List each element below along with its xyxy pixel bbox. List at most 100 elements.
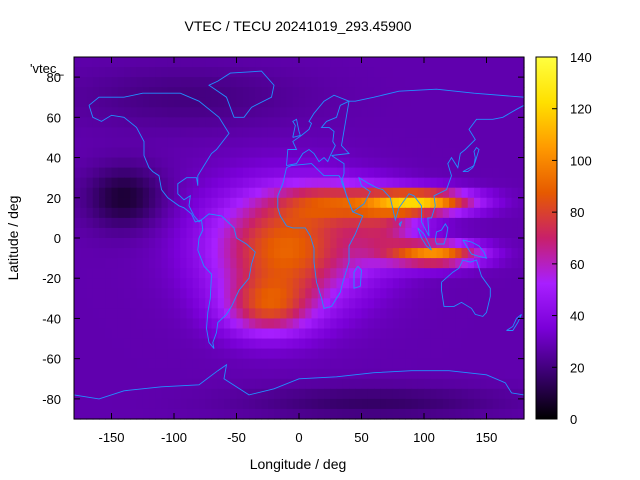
heatmap-cell [411, 87, 419, 98]
heatmap-cell [411, 378, 419, 390]
heatmap-cell [124, 268, 131, 279]
heatmap-cell [436, 207, 444, 219]
heatmap-cell [517, 358, 525, 370]
heatmap-cell [436, 67, 444, 78]
heatmap-cell [442, 137, 450, 149]
heatmap-cell [417, 117, 425, 128]
heatmap-cell [436, 308, 444, 320]
heatmap-cell [224, 238, 231, 249]
heatmap-cell [280, 238, 288, 249]
heatmap-cell [355, 187, 363, 199]
heatmap-cell [492, 298, 500, 309]
heatmap-cell [361, 278, 369, 289]
heatmap-cell [517, 368, 525, 380]
heatmap-cell [80, 278, 88, 289]
heatmap-cell [367, 248, 375, 259]
heatmap-cell [149, 318, 156, 330]
heatmap-cell [267, 207, 275, 219]
heatmap-cell [380, 107, 388, 118]
heatmap-cell [305, 288, 313, 299]
heatmap-cell [330, 197, 338, 209]
heatmap-cell [499, 157, 506, 169]
heatmap-cell [417, 197, 425, 209]
heatmap-cell [517, 227, 525, 239]
heatmap-cell [342, 167, 350, 179]
heatmap-cell [124, 137, 131, 149]
heatmap-cell [80, 97, 88, 108]
heatmap-cell [430, 298, 438, 309]
heatmap-cell [511, 298, 519, 309]
heatmap-cell [230, 127, 238, 139]
heatmap-cell [286, 298, 294, 309]
heatmap-cell [336, 308, 344, 320]
heatmap-cell [380, 408, 388, 420]
heatmap-cell [380, 187, 388, 199]
heatmap-cell [355, 167, 363, 179]
heatmap-cell [467, 398, 475, 410]
heatmap-cell [336, 197, 344, 209]
heatmap-cell [174, 378, 181, 390]
heatmap-cell [130, 398, 138, 410]
heatmap-cell [267, 167, 275, 179]
heatmap-cell [499, 278, 506, 289]
heatmap-cell [74, 378, 81, 390]
heatmap-cell [455, 388, 463, 400]
heatmap-cell [399, 87, 406, 98]
heatmap-cell [86, 308, 94, 320]
heatmap-cell [442, 157, 450, 169]
heatmap-cell [349, 238, 356, 249]
y-tick-label: 0 [54, 231, 61, 246]
heatmap-cell [142, 107, 150, 118]
heatmap-cell [149, 227, 156, 239]
heatmap-cell [242, 187, 250, 199]
heatmap-cell [192, 238, 200, 249]
heatmap-cell [342, 338, 350, 350]
heatmap-cell [517, 137, 525, 149]
heatmap-cell [480, 358, 488, 370]
heatmap-cell [317, 97, 325, 108]
heatmap-cell [130, 388, 138, 400]
heatmap-cell [392, 378, 400, 390]
heatmap-cell [249, 358, 256, 370]
heatmap-cell [392, 167, 400, 179]
heatmap-cell [405, 187, 413, 199]
heatmap-cell [311, 137, 319, 149]
heatmap-cell [442, 97, 450, 108]
heatmap-cell [405, 348, 413, 360]
heatmap-cell [424, 398, 431, 410]
heatmap-cell [505, 328, 513, 340]
heatmap-cell [511, 227, 519, 239]
heatmap-cell [161, 288, 169, 299]
heatmap-cell [199, 388, 206, 400]
heatmap-cell [386, 328, 394, 340]
heatmap-cell [155, 408, 163, 420]
heatmap-cell [317, 127, 325, 139]
heatmap-cell [517, 77, 525, 88]
heatmap-cell [174, 288, 181, 299]
heatmap-cell [467, 97, 475, 108]
heatmap-cell [436, 378, 444, 390]
heatmap-cell [186, 298, 194, 309]
heatmap-cell [136, 87, 144, 98]
heatmap-cell [336, 248, 344, 259]
heatmap-cell [230, 207, 238, 219]
heatmap-cell [349, 87, 356, 98]
coastline-path [462, 239, 488, 259]
heatmap-cell [105, 248, 113, 259]
heatmap-cell [386, 127, 394, 139]
heatmap-cell [280, 217, 288, 229]
heatmap-cell [74, 338, 81, 350]
heatmap-cell [192, 358, 200, 370]
heatmap-cell [330, 238, 338, 249]
heatmap-cell [199, 368, 206, 380]
heatmap-cell [286, 187, 294, 199]
heatmap-cell [467, 288, 475, 299]
heatmap-cell [380, 207, 388, 219]
heatmap-cell [117, 137, 125, 149]
heatmap-cell [292, 67, 300, 78]
heatmap-cell [136, 328, 144, 340]
heatmap-cell [192, 408, 200, 420]
heatmap-cell [461, 358, 469, 370]
heatmap-cell [299, 298, 306, 309]
